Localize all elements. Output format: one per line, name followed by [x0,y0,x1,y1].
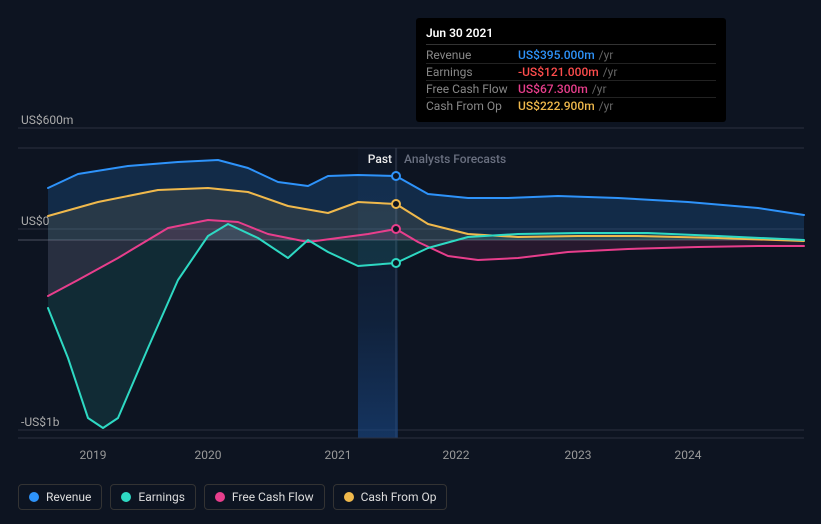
forecast-label: Analysts Forecasts [404,152,506,166]
legend: Revenue Earnings Free Cash Flow Cash From O… [18,484,447,510]
past-label: Past [368,152,392,166]
chart-tooltip: Jun 30 2021 RevenueUS$395.000m/yrEarning… [416,18,726,122]
legend-swatch-icon [215,492,225,502]
tooltip-metric-label: Cash From Op [426,99,518,113]
legend-label: Revenue [46,490,91,504]
tooltip-metric-suffix: /yr [599,99,614,113]
y-axis-label: US$600m [21,113,73,127]
tooltip-metric-value: -US$121.000m [518,65,599,79]
x-axis-label: 2023 [565,448,592,462]
x-axis-label: 2024 [675,448,702,462]
tooltip-row: RevenueUS$395.000m/yr [426,47,716,64]
legend-swatch-icon [29,492,39,502]
tooltip-metric-suffix: /yr [599,48,614,62]
legend-item[interactable]: Earnings [110,484,196,510]
legend-label: Earnings [138,490,185,504]
tooltip-metric-label: Revenue [426,48,518,62]
tooltip-metric-value: US$395.000m [518,48,595,62]
y-axis-label: US$0 [21,214,49,228]
legend-item[interactable]: Cash From Op [333,484,448,510]
x-axis-label: 2019 [80,448,107,462]
tooltip-metric-label: Earnings [426,65,518,79]
tooltip-metric-value: US$222.900m [518,99,595,113]
y-axis-label: -US$1b [21,415,59,429]
tooltip-metric-suffix: /yr [592,82,607,96]
legend-swatch-icon [344,492,354,502]
legend-label: Cash From Op [361,490,437,504]
x-axis-label: 2020 [195,448,222,462]
x-axis-label: 2021 [325,448,352,462]
tooltip-row: Earnings-US$121.000m/yr [426,64,716,81]
chart-container: Jun 30 2021 RevenueUS$395.000m/yrEarning… [18,18,804,478]
tooltip-date: Jun 30 2021 [426,26,716,45]
legend-item[interactable]: Revenue [18,484,102,510]
tooltip-metric-label: Free Cash Flow [426,82,518,96]
legend-swatch-icon [121,492,131,502]
x-axis-label: 2022 [443,448,470,462]
legend-label: Free Cash Flow [232,490,314,504]
tooltip-row: Free Cash FlowUS$67.300m/yr [426,81,716,98]
legend-item[interactable]: Free Cash Flow [204,484,325,510]
tooltip-metric-value: US$67.300m [518,82,588,96]
tooltip-row: Cash From OpUS$222.900m/yr [426,98,716,114]
tooltip-metric-suffix: /yr [603,65,618,79]
